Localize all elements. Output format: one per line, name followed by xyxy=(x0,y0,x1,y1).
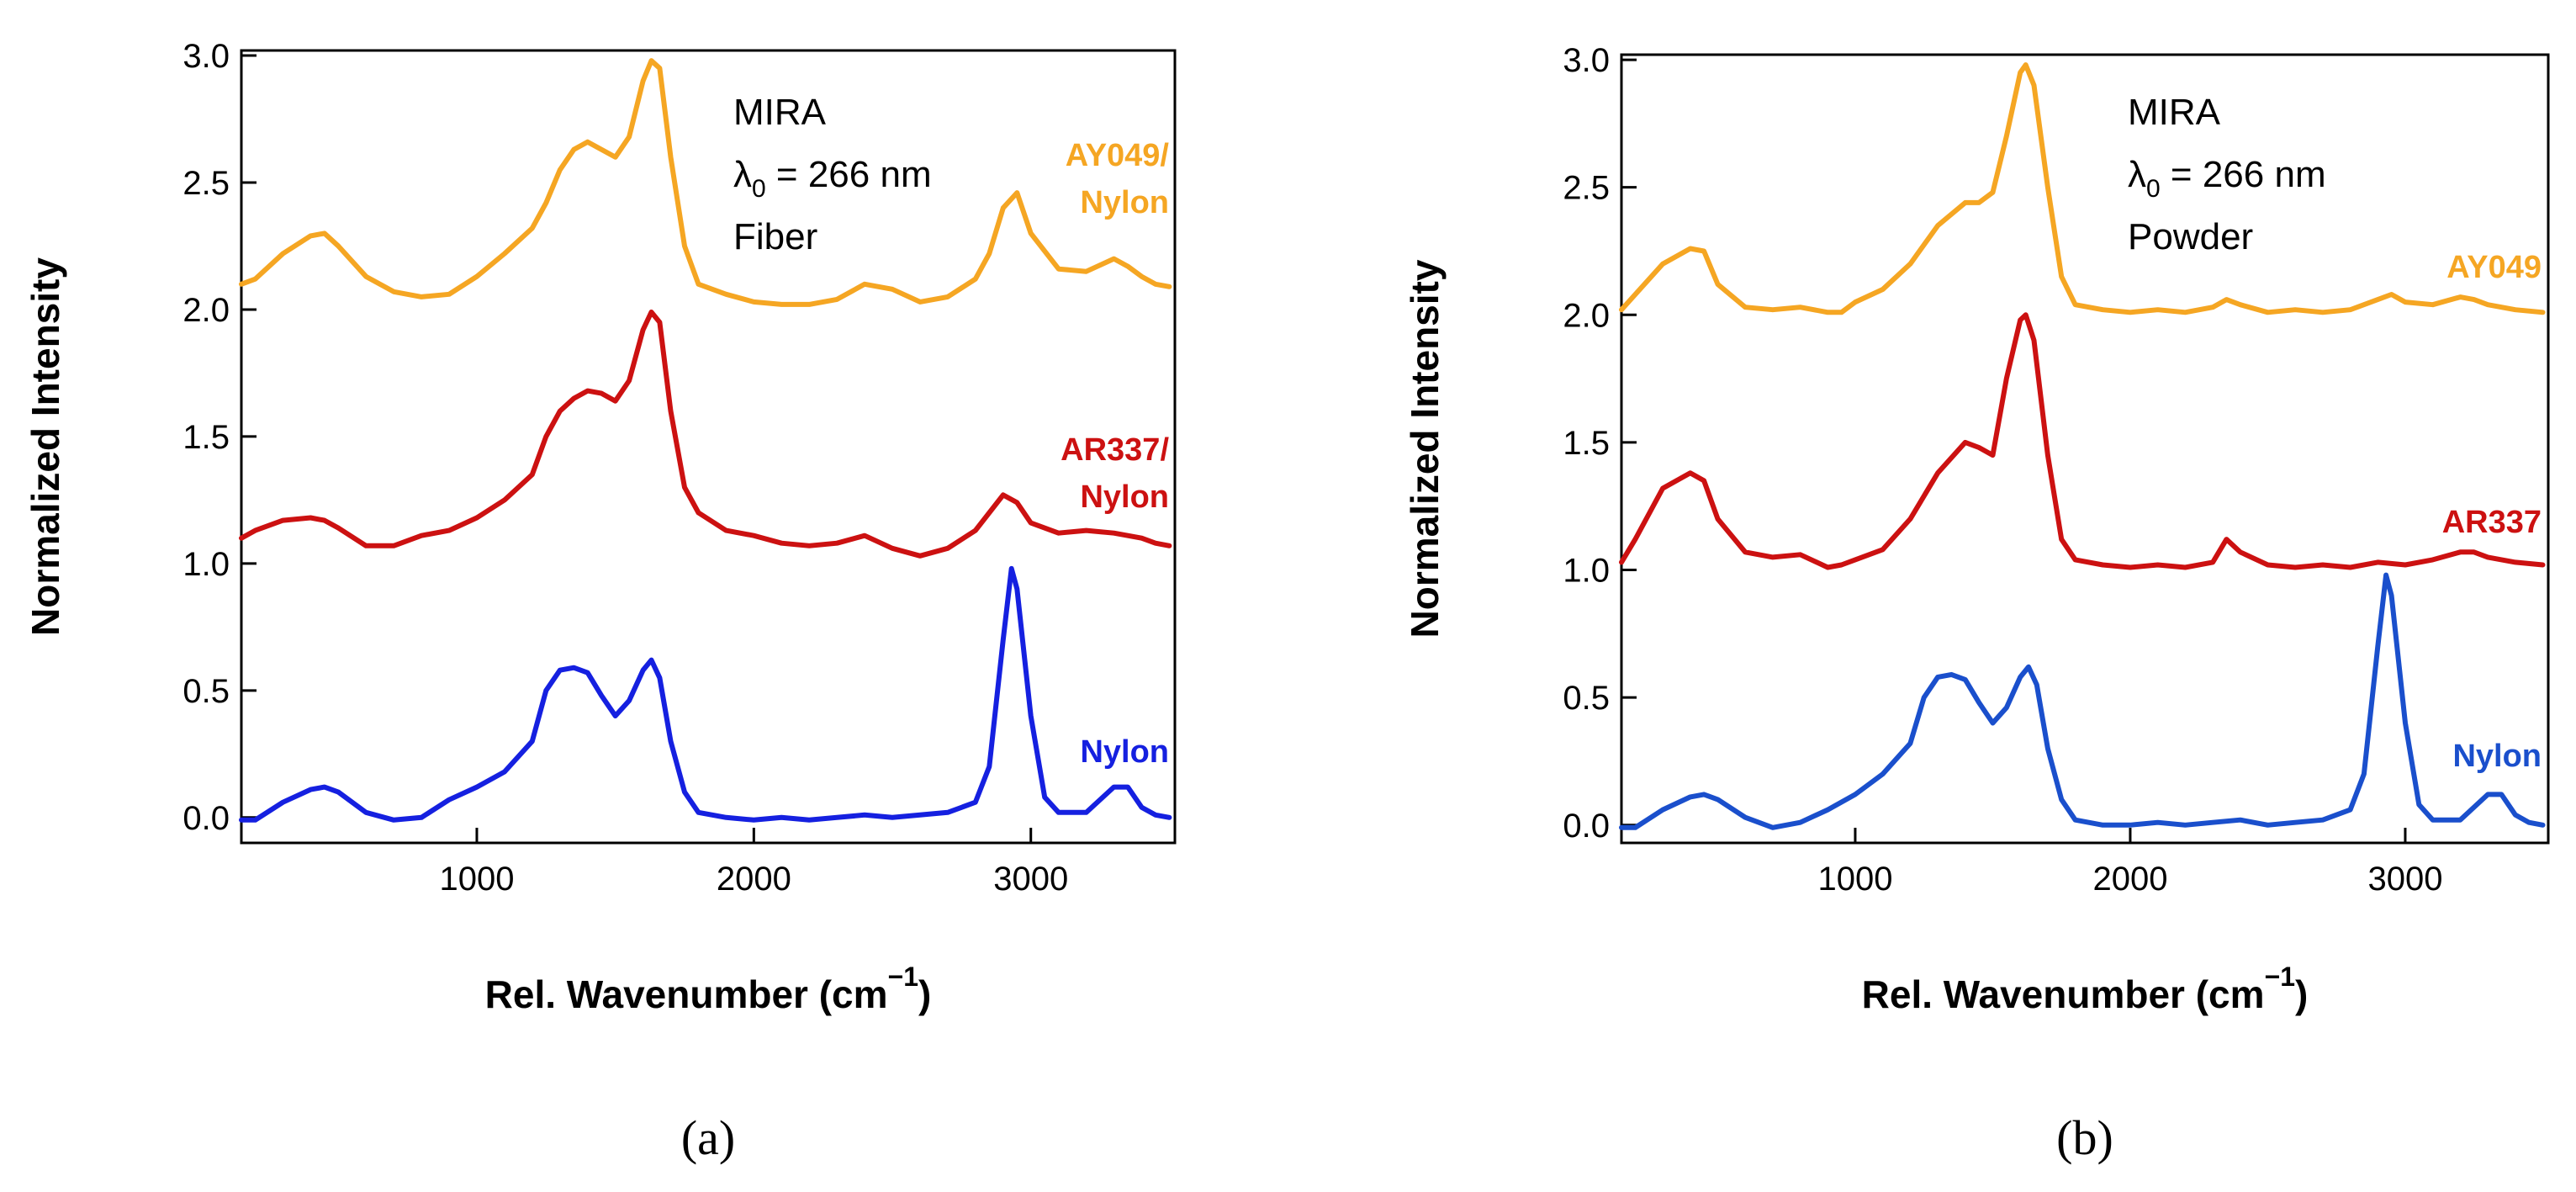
y-tick-label: 2.0 xyxy=(182,292,230,329)
series-label: AR337/ xyxy=(1061,432,1169,468)
x-tick-label: 3000 xyxy=(993,861,1068,898)
annotation-wavelength: λ0 = 266 nm xyxy=(2128,154,2326,203)
plot-frame xyxy=(1620,53,2550,845)
series-label: Nylon xyxy=(2452,739,2542,774)
x-tick-label: 1000 xyxy=(439,861,514,898)
annotation-sample: Powder xyxy=(2128,216,2253,257)
y-tick-label: 2.0 xyxy=(1563,297,1610,334)
y-tick-label: 0.0 xyxy=(1563,808,1610,845)
series-line-ar337 xyxy=(1619,312,2546,570)
x-tick-label: 2000 xyxy=(717,861,791,898)
panel-caption: (a) xyxy=(681,1110,735,1165)
y-tick-label: 1.5 xyxy=(1563,425,1610,462)
series-line-ar337-nylon xyxy=(239,310,1172,559)
x-tick-label: 3000 xyxy=(2367,861,2442,898)
series-label: Nylon xyxy=(1080,479,1169,515)
series-label: Nylon xyxy=(1080,185,1169,220)
y-tick-label: 3.0 xyxy=(1563,42,1610,79)
panel-caption: (b) xyxy=(2056,1110,2113,1165)
series-line-nylon xyxy=(1619,572,2546,830)
y-tick-label: 3.0 xyxy=(182,38,230,75)
y-axis-label: Normalized Intensity xyxy=(24,257,67,636)
annotation-instrument: MIRA xyxy=(733,92,827,133)
plot-frame xyxy=(240,49,1177,845)
y-tick-label: 2.5 xyxy=(1563,170,1610,207)
y-tick-label: 0.5 xyxy=(182,673,230,710)
series-line-nylon xyxy=(239,565,1172,823)
annotation-wavelength: λ0 = 266 nm xyxy=(733,154,932,203)
x-tick-label: 2000 xyxy=(2092,861,2167,898)
x-axis-label: Rel. Wavenumber (cm−1) xyxy=(1862,962,2309,1016)
series-label: AY049 xyxy=(2446,250,2542,285)
chart-panel-1: 0.0 0.5 1.0 1.5 2.0 2.5 3.0 1000 2000 3000 AY049 AR… xyxy=(1403,42,2550,1165)
y-tick-label: 1.5 xyxy=(182,419,230,456)
chart-panel-0: 0.0 0.5 1.0 1.5 2.0 2.5 3.0 1000 2000 3000 AY049/N… xyxy=(24,38,1177,1165)
annotation-sample: Fiber xyxy=(733,216,817,257)
y-tick-label: 0.0 xyxy=(182,800,230,837)
y-axis-label: Normalized Intensity xyxy=(1403,259,1447,638)
x-axis-label: Rel. Wavenumber (cm−1) xyxy=(485,962,932,1016)
series-line-ay049-nylon xyxy=(239,58,1172,307)
y-tick-label: 1.0 xyxy=(182,546,230,583)
series-label: Nylon xyxy=(1080,734,1169,770)
y-tick-label: 0.5 xyxy=(1563,680,1610,717)
x-tick-label: 1000 xyxy=(1817,861,1892,898)
series-label: AR337 xyxy=(2442,505,2542,540)
y-tick-label: 2.5 xyxy=(182,165,230,202)
series-line-ay049 xyxy=(1619,62,2546,315)
series-label: AY049/ xyxy=(1066,138,1170,173)
annotation-instrument: MIRA xyxy=(2128,92,2221,133)
y-tick-label: 1.0 xyxy=(1563,553,1610,590)
